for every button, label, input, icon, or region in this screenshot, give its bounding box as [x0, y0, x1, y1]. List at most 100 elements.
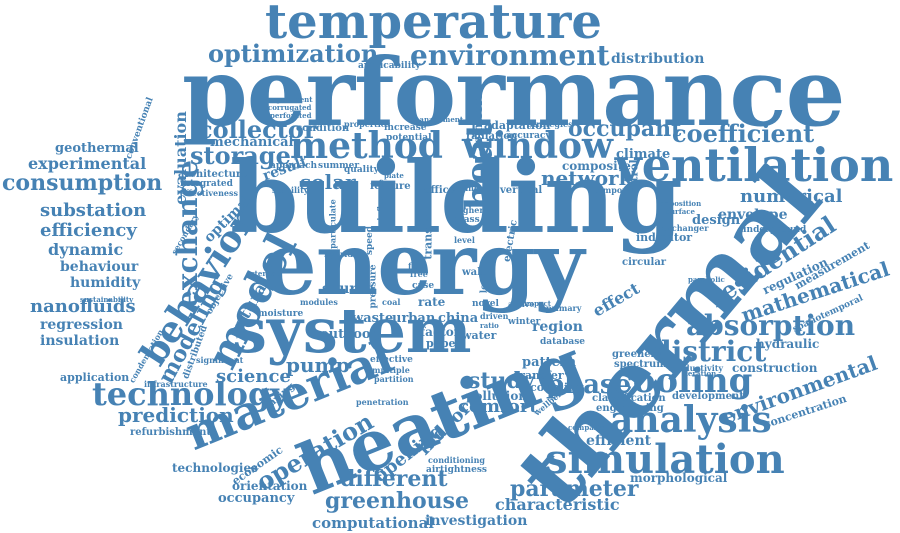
- word-strategies: strategies: [528, 119, 573, 129]
- word-sustainability: sustainability: [80, 295, 134, 304]
- word-properties: properties: [344, 119, 391, 129]
- word-geothermal: geothermal: [55, 141, 139, 156]
- word-engineering: engineering: [596, 403, 664, 414]
- word-efficient: efficient: [586, 433, 652, 449]
- word-feature: feature: [370, 181, 411, 192]
- word-greenery: greenery: [612, 349, 662, 360]
- word-region: region: [532, 319, 583, 335]
- word-modules: modules: [300, 297, 338, 307]
- word-investigation: investigation: [425, 513, 528, 529]
- word-office: office: [424, 185, 456, 196]
- word-parameter: parameter: [510, 476, 639, 502]
- word-outdoor: outdoor: [320, 327, 378, 342]
- word-window: window: [462, 125, 614, 167]
- word-numerical: numerical: [740, 186, 843, 207]
- word-radiation: radiation: [466, 131, 518, 142]
- word-speed: speed: [365, 225, 376, 256]
- word-design: design: [692, 213, 741, 228]
- word-vertical: vertical: [500, 185, 543, 196]
- word-climate: climate: [616, 147, 671, 162]
- word-approach: approach: [270, 161, 318, 171]
- word-effectiveness: effectiveness: [180, 188, 239, 198]
- word-deposition: deposition: [660, 199, 702, 208]
- word-increase: increase: [384, 123, 427, 133]
- word-driven: driven: [480, 311, 509, 321]
- word-network: network: [541, 166, 633, 190]
- word-cleaner: cleaner: [450, 183, 484, 193]
- word-regression: regression: [40, 317, 123, 333]
- word-urban: urban: [392, 311, 436, 326]
- word-multiple: multiple: [372, 365, 410, 375]
- word-solar: solar: [300, 170, 356, 194]
- word-particulate: particulate: [327, 199, 338, 249]
- word-consumption: consumption: [2, 170, 163, 196]
- word-integrated: integrated: [180, 179, 233, 189]
- word-condition: condition: [296, 123, 350, 134]
- word-database: database: [540, 337, 586, 347]
- word-cooling: cooling: [612, 361, 753, 401]
- word-summer: summer: [318, 161, 360, 171]
- word-system: system: [232, 294, 472, 367]
- word-temperature: temperature: [265, 0, 602, 50]
- word-underground: underground: [740, 225, 807, 235]
- word-occupant: occupant: [568, 116, 682, 142]
- word-environment: environment: [410, 39, 610, 72]
- word-rate: rate: [418, 295, 446, 309]
- word-water: water: [462, 329, 497, 342]
- word-distribution: distribution: [611, 51, 705, 67]
- word-higher: higher: [454, 205, 484, 215]
- word-exchanger: exchanger: [662, 223, 709, 233]
- word-winter: winter: [508, 317, 541, 327]
- word-orientation: orientation: [232, 479, 308, 493]
- word-comparison: comparison: [568, 423, 614, 432]
- word-flow: flow: [408, 261, 427, 271]
- word-substation: substation: [40, 200, 147, 221]
- word-transient: transient: [421, 203, 435, 260]
- word-glass: glass: [454, 215, 480, 225]
- word-pump: pump: [286, 353, 350, 377]
- word-computational: computational: [312, 514, 435, 532]
- word-building: building: [230, 141, 683, 256]
- word-architecture: architecture: [178, 169, 248, 180]
- word-technologies: technologies: [172, 461, 258, 475]
- word-perforated: perforated: [270, 111, 312, 120]
- word-surface: surface: [666, 207, 695, 216]
- word-humidity: humidity: [70, 275, 141, 291]
- word-transfer: transfer: [514, 369, 564, 382]
- word-moisture: moisture: [258, 309, 304, 319]
- word-novel: novel: [472, 299, 499, 309]
- word-mechanical: mechanical: [210, 135, 294, 150]
- word-insulation: insulation: [40, 333, 120, 349]
- word-load: load: [479, 271, 490, 294]
- word-parabolic: parabolic: [688, 275, 725, 284]
- word-performance: performance: [182, 38, 845, 148]
- word-optimization: optimization: [208, 39, 379, 68]
- word-primary: primary: [546, 303, 582, 313]
- word-experimental: experimental: [28, 154, 147, 173]
- word-management: management: [412, 115, 464, 124]
- word-spectrum: spectrum: [614, 359, 667, 370]
- word-partition: partition: [374, 374, 414, 384]
- word-occupancy: occupancy: [218, 491, 295, 506]
- word-corrugated: corrugated: [268, 103, 312, 112]
- word-technology: technology: [92, 375, 289, 413]
- word-indicator: indicator: [636, 231, 693, 244]
- word-coefficient: coefficient: [672, 119, 815, 148]
- word-influence: influence: [375, 179, 386, 221]
- word-coupling: coupling: [530, 381, 584, 394]
- word-adaptation: adaptation: [484, 119, 551, 132]
- word-circular: circular: [622, 257, 667, 268]
- word-analysis: analysis: [610, 399, 772, 441]
- word-external: external: [246, 269, 279, 278]
- word-source: source: [322, 281, 375, 297]
- word-prediction: prediction: [118, 403, 234, 427]
- word-application: application: [60, 371, 130, 384]
- word-paper: paper: [426, 337, 462, 350]
- word-refurbishment: refurbishment: [130, 427, 211, 438]
- word-china: china: [438, 311, 479, 326]
- word-simulation: simulation: [545, 436, 785, 483]
- word-pressure: pressure: [368, 264, 379, 309]
- word-ratio: ratio: [480, 321, 499, 330]
- word-stability: stability: [272, 185, 309, 195]
